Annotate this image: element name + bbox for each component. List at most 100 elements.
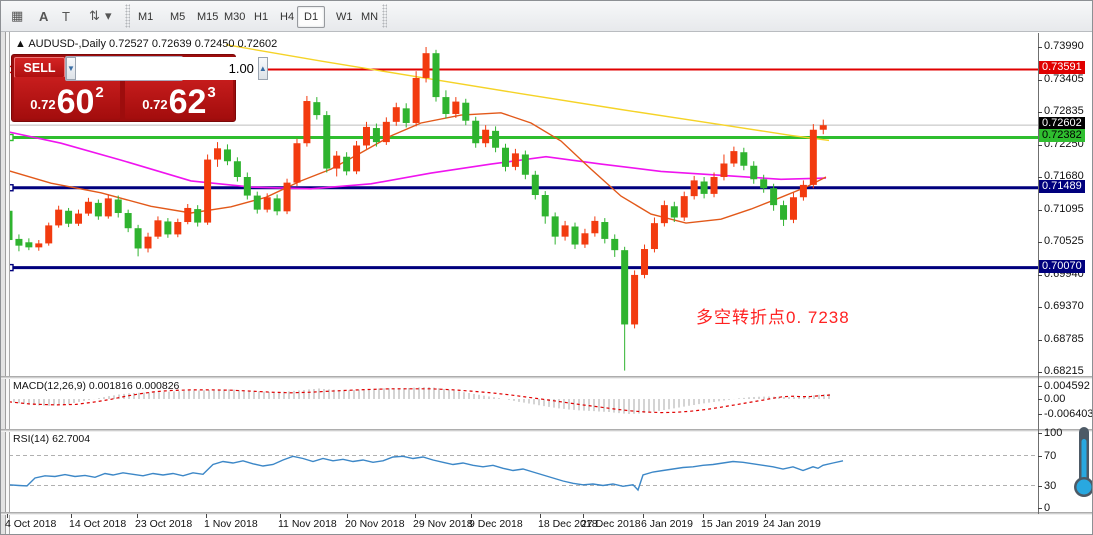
timeframe-button-w1[interactable]: W1 xyxy=(336,11,353,23)
candle-body xyxy=(154,220,162,237)
volume-stepper: ▼ ▲ xyxy=(65,56,268,81)
chart-annotation-text[interactable]: 多空转折点0. 7238 xyxy=(696,308,850,327)
date-axis-label: 27 Dec 2018 xyxy=(581,518,641,530)
date-axis-tick xyxy=(471,514,472,518)
timeframe-button-m1[interactable]: M1 xyxy=(138,11,154,23)
timeframe-button-h4[interactable]: H4 xyxy=(280,11,295,23)
candle xyxy=(660,200,668,227)
rsi-label: RSI(14) 62.7004 xyxy=(13,433,91,445)
candle-body xyxy=(134,228,142,249)
candle xyxy=(204,154,212,225)
magenta-ma xyxy=(8,131,827,190)
ohlc-low: 0.72450 xyxy=(194,38,235,50)
panel-separator-macd[interactable] xyxy=(1,376,1092,379)
sell-price-display[interactable]: 0.72 60 2 xyxy=(14,77,120,119)
indicator-grid-icon[interactable]: ▦ xyxy=(11,8,24,23)
candle xyxy=(551,212,559,245)
panel-separator-rsi[interactable] xyxy=(1,429,1092,432)
orange-ma xyxy=(8,112,827,224)
date-axis-tick xyxy=(280,514,281,518)
candle-body xyxy=(333,155,341,169)
sell-button[interactable]: SELL xyxy=(14,57,65,78)
date-axis-tick xyxy=(137,514,138,518)
rsi-axis-tick xyxy=(1038,455,1042,457)
candle-body xyxy=(253,195,261,210)
text-label-icon[interactable]: T xyxy=(62,8,70,24)
candle xyxy=(214,142,222,167)
candle-body xyxy=(730,151,738,164)
price-level-badge[interactable]: 0.73591 xyxy=(1039,61,1085,75)
candle xyxy=(372,123,380,147)
candle-body xyxy=(492,130,500,148)
candle-body xyxy=(313,102,321,116)
candle xyxy=(770,183,778,211)
candle xyxy=(75,209,83,226)
candle xyxy=(154,216,162,239)
candle xyxy=(194,205,202,227)
toolbar: ▦ A T ⇅ ▾ M1 M5 M15 M30 H1 H4 D1 W1 MN xyxy=(1,1,1092,32)
candle-body xyxy=(25,242,33,248)
candle xyxy=(382,117,390,145)
candle xyxy=(412,71,420,127)
candle xyxy=(233,157,241,182)
candle-body xyxy=(710,177,718,194)
rsi-value: 62.7004 xyxy=(52,433,91,445)
volume-increase-button[interactable]: ▲ xyxy=(257,57,268,80)
candle-body xyxy=(700,181,708,194)
candle-body xyxy=(55,209,63,226)
buy-price-pips: 62 xyxy=(168,83,207,121)
timeframe-button-m15[interactable]: M15 xyxy=(197,11,219,23)
volume-input[interactable] xyxy=(75,57,258,80)
price-level-badge[interactable]: 0.71489 xyxy=(1039,179,1085,193)
candle xyxy=(402,103,410,128)
candle-body xyxy=(45,225,53,244)
candle-body xyxy=(511,153,519,167)
candle xyxy=(521,150,529,180)
candle xyxy=(263,193,271,213)
price-level-badge[interactable]: 0.70070 xyxy=(1039,259,1085,273)
candle xyxy=(482,125,490,148)
candle xyxy=(641,244,649,279)
candle-body xyxy=(422,53,430,78)
candle xyxy=(104,194,112,219)
date-axis-tick xyxy=(583,514,584,518)
rsi-axis-tick xyxy=(1038,433,1042,434)
candle xyxy=(55,205,63,228)
candle xyxy=(243,172,251,200)
date-axis-label: 14 Oct 2018 xyxy=(69,518,127,530)
timeframe-button-m5[interactable]: M5 xyxy=(170,11,186,23)
dropdown-caret-icon[interactable]: ▾ xyxy=(105,8,112,23)
candle xyxy=(25,238,33,251)
candle-body xyxy=(353,145,361,172)
candle-body xyxy=(94,202,102,217)
candle-body xyxy=(382,121,390,143)
price-level-badge[interactable]: 0.72382 xyxy=(1039,129,1085,143)
date-axis-tick xyxy=(415,514,416,518)
candle-body xyxy=(263,197,271,210)
macd-axis-tick xyxy=(1038,399,1042,400)
candle-body xyxy=(124,213,132,229)
timeframe-button-d1[interactable]: D1 xyxy=(297,6,326,28)
candle-body xyxy=(760,179,768,189)
volume-decrease-button[interactable]: ▼ xyxy=(66,57,76,80)
arrange-arrows-icon[interactable]: ⇅ xyxy=(89,8,100,23)
price-axis-label: 0.68785 xyxy=(1044,332,1084,345)
price-level-badge[interactable]: 0.72602 xyxy=(1039,117,1085,131)
timeframe-button-h1[interactable]: H1 xyxy=(254,11,269,23)
candle-body xyxy=(84,201,92,214)
timeframe-button-mn[interactable]: MN xyxy=(361,11,379,23)
candle-body xyxy=(35,243,43,248)
buy-price-display[interactable]: 0.72 62 3 xyxy=(125,77,233,119)
candle xyxy=(680,191,688,221)
candle xyxy=(144,232,152,253)
price-axis-tick xyxy=(1038,47,1042,48)
letter-a-icon[interactable]: A xyxy=(39,8,49,24)
price-axis-label: 0.73990 xyxy=(1044,40,1084,52)
candle xyxy=(452,97,460,118)
candle xyxy=(690,175,698,200)
date-axis-label: 11 Nov 2018 xyxy=(278,518,337,530)
candle-body xyxy=(104,198,112,217)
candle xyxy=(740,147,748,171)
timeframe-button-m30[interactable]: M30 xyxy=(224,11,246,23)
